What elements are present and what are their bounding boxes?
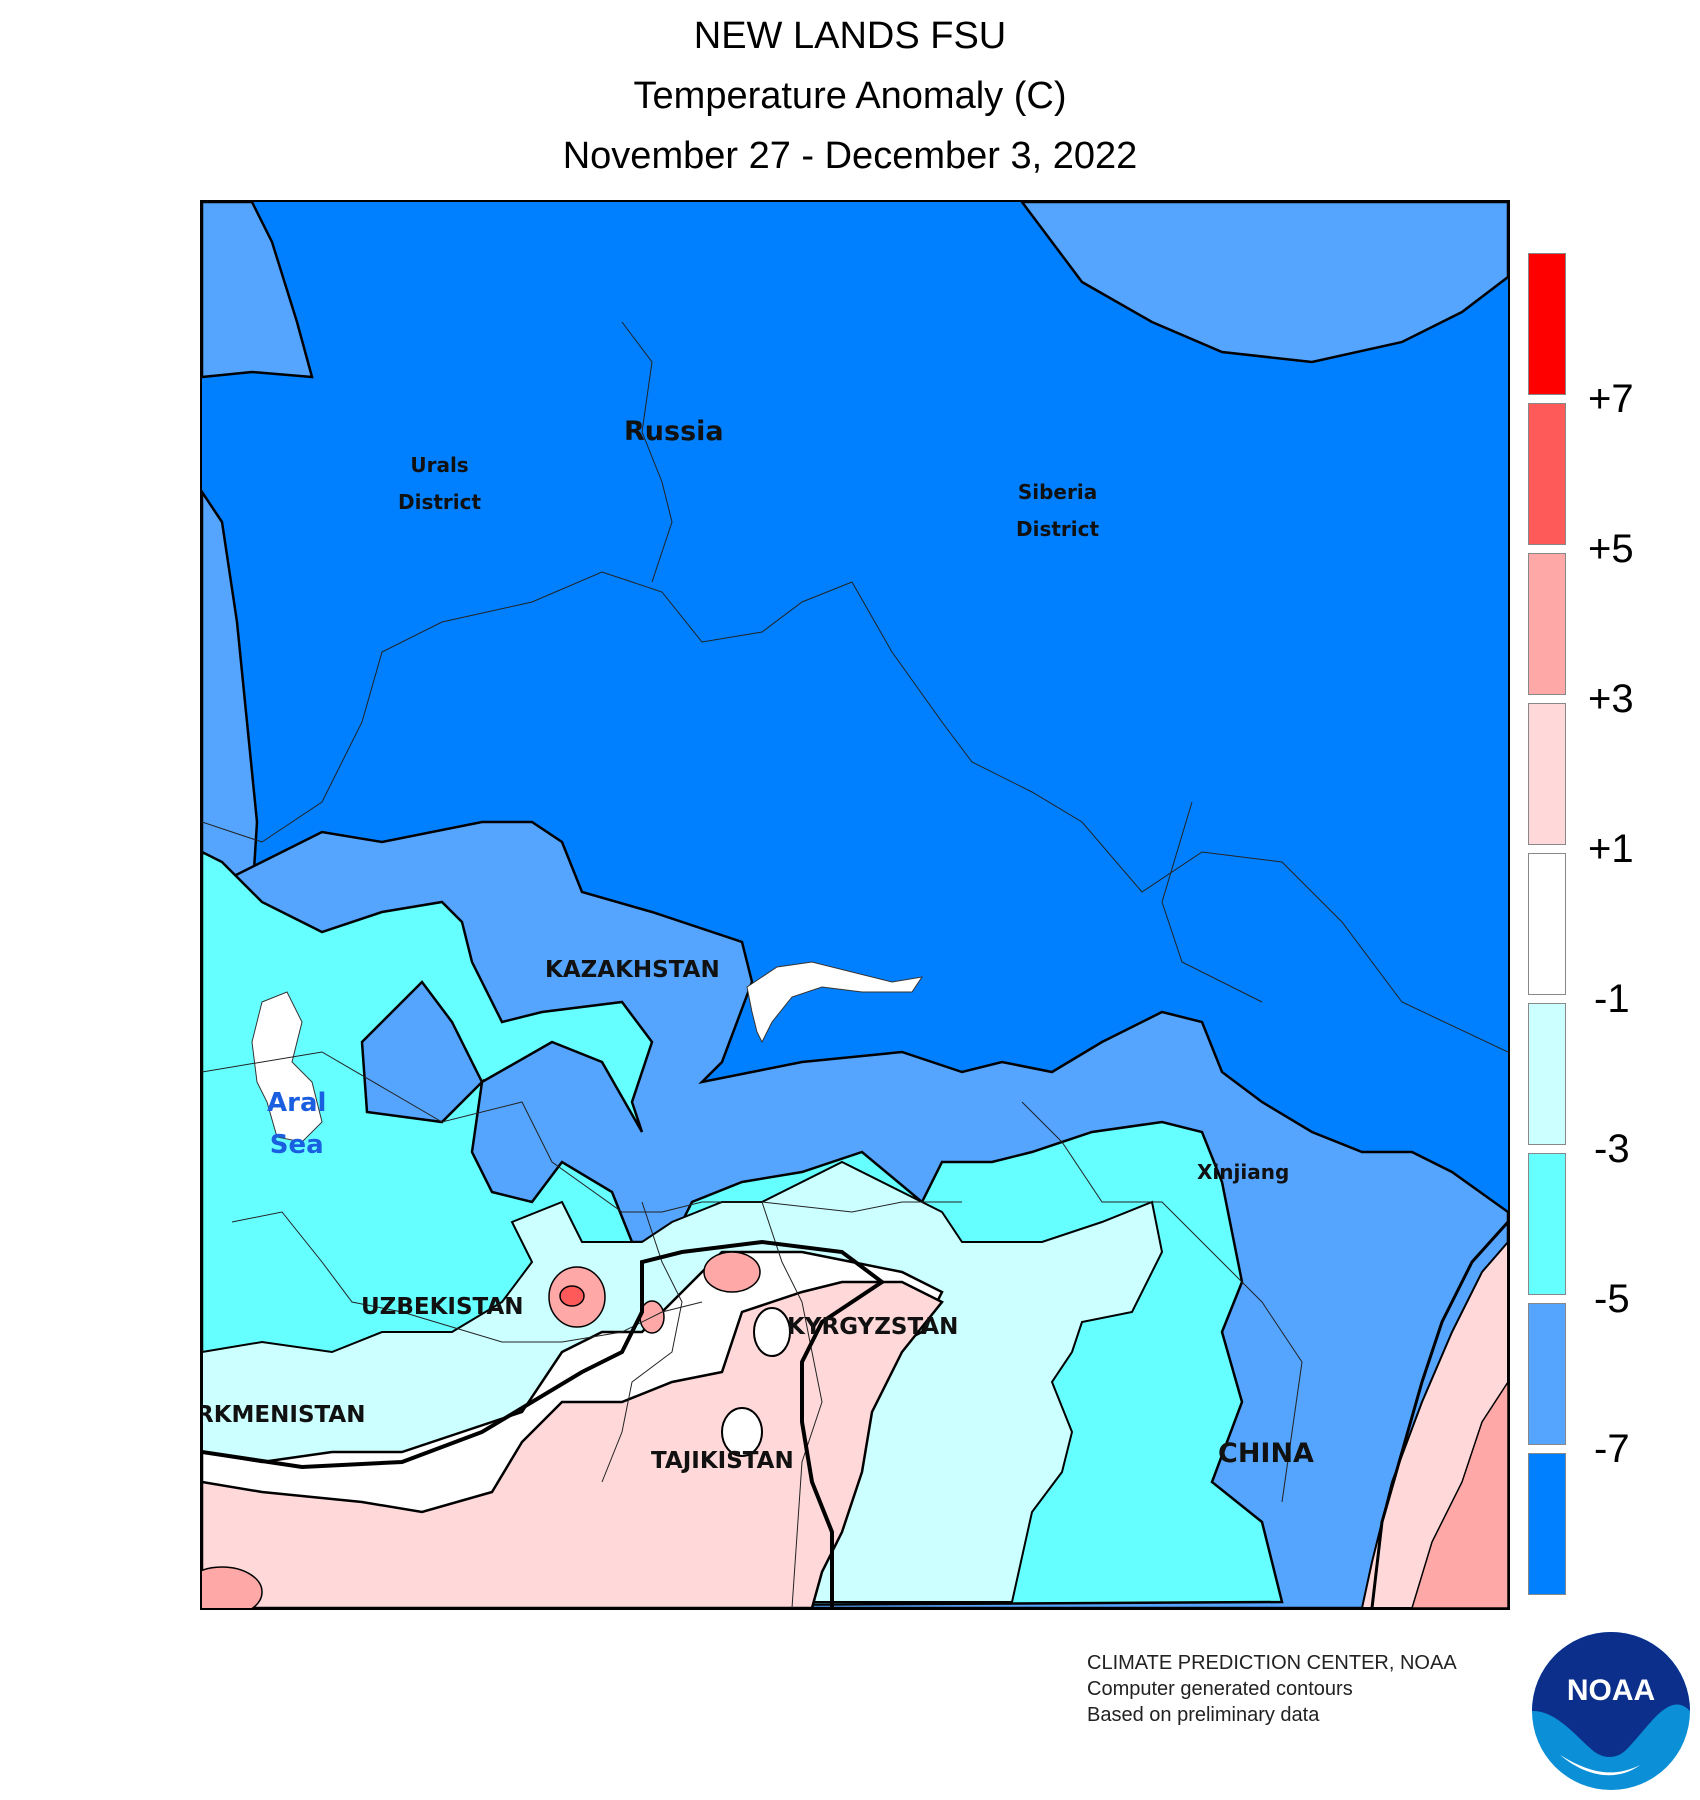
legend-swatch-above-7 [1528,253,1566,395]
legend-tick: +7 [1588,377,1634,421]
anomaly-spot-plus3-5-b [703,1251,761,1293]
lake-balkhash [746,961,924,1044]
anomaly-spot-plus5-7 [559,1285,585,1307]
label-siberia-line1: Siberia [1017,480,1098,504]
label-aral-line1: Aral [267,1088,327,1118]
noaa-logo-text: NOAA [1567,1674,1655,1707]
label-xinjiang: Xinjiang [1197,1160,1290,1184]
label-russia: Russia [624,416,724,447]
map-date-range: November 27 - December 3, 2022 [562,135,1138,177]
anomaly-spot-plus3-5-d [202,1566,263,1608]
label-urals-district: Urals District [398,447,481,521]
border-lines [202,321,1508,1608]
noaa-logo-icon: NOAA [1532,1632,1690,1790]
anomaly-zone-minus5-7-northeast [1020,202,1508,364]
anomaly-zone-plus1-3 [202,1280,944,1608]
anomaly-spot-neutral-b [753,1307,791,1357]
zero-contour-line [202,1239,886,1608]
label-aral-line2: Sea [269,1130,324,1160]
credits-footer: CLIMATE PREDICTION CENTER, NOAA Computer… [1087,1650,1457,1728]
legend-tick: -7 [1594,1427,1630,1471]
credit-line-2: Computer generated contours [1087,1678,1353,1700]
label-siberia-line2: District [1016,517,1100,541]
east-contour-line [1370,1220,1508,1608]
legend-swatch-below-minus7 [1528,1453,1566,1595]
label-siberia-district: Siberia District [1016,474,1099,548]
legend-tick: +3 [1588,677,1634,721]
anomaly-spot-neutral-a [721,1407,763,1457]
legend-tick: +5 [1588,527,1634,571]
anomaly-zone-minus5-7-west [202,202,314,379]
credit-line-1: CLIMATE PREDICTION CENTER, NOAA [1087,1652,1457,1674]
legend-tick: -5 [1594,1277,1630,1321]
anomaly-map: Russia Urals District Siberia District K… [200,200,1510,1610]
label-uzbekistan: UZBEKISTAN [361,1294,524,1320]
map-subtitle: Temperature Anomaly (C) [633,75,1067,117]
legend-swatch-minus1-3 [1528,1003,1566,1145]
anomaly-contours [202,202,1508,1608]
legend-swatch-3-5 [1528,553,1566,695]
label-tajikistan: TAJIKISTAN [651,1448,794,1474]
label-turkmenistan: RKMENISTAN [200,1402,366,1428]
legend-swatch-5-7 [1528,403,1566,545]
label-kyrgyzstan: KYRGYZSTAN [787,1314,959,1340]
anomaly-zone-plus3-5-east [1411,1380,1508,1608]
label-urals-line2: District [398,490,482,514]
legend-tick: -3 [1594,1127,1630,1171]
label-urals-line1: Urals [410,453,469,477]
legend-tick: -1 [1594,977,1630,1021]
credit-line-3: Based on preliminary data [1087,1704,1320,1726]
aral-sea-shape [251,991,323,1143]
legend-swatch-neutral [1528,853,1566,995]
map-title: NEW LANDS FSU [693,15,1007,57]
label-china: CHINA [1218,1438,1314,1469]
legend-swatch-minus3-5 [1528,1153,1566,1295]
legend-swatch-1-3 [1528,703,1566,845]
legend-tick: +1 [1588,827,1634,871]
legend-swatch-minus5-7 [1528,1303,1566,1445]
label-kazakhstan: KAZAKHSTAN [545,957,720,983]
label-aral-sea: Aral Sea [267,1082,326,1166]
